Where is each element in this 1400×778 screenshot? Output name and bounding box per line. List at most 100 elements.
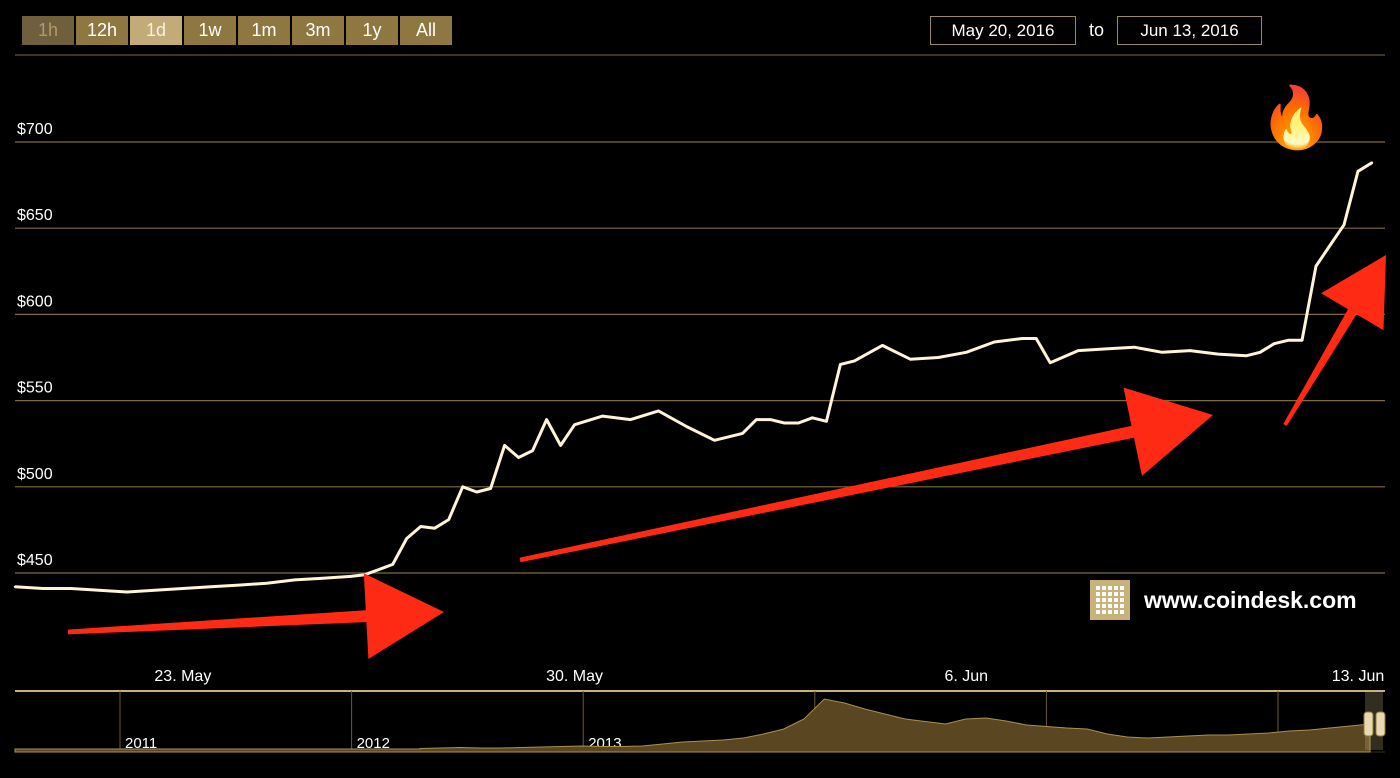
price-point [1300,339,1304,342]
price-point [1342,223,1346,226]
trend-arrow-3 [1283,255,1386,426]
price-point [1132,345,1136,349]
y-axis-labels: $450 $500 $550 $600 $650 $700 [17,121,53,569]
range-button-12h[interactable]: 12h [76,16,128,45]
price-point [1160,351,1164,354]
range-button-1m[interactable]: 1m [238,16,290,45]
trend-arrow-1 [67,573,445,659]
trend-arrow-2 [519,387,1213,563]
price-point [41,587,45,590]
price-point [1035,337,1038,340]
price-point [405,537,408,540]
range-button-3m[interactable]: 3m [292,16,344,45]
price-point [937,356,940,359]
navigator-left-handle[interactable] [1363,711,1374,737]
price-point [447,518,450,521]
logo-dot [1120,604,1124,608]
price-point [321,576,324,580]
logo-dot [1114,598,1118,602]
logo-dot [1096,604,1100,608]
date-to-input[interactable]: Jun 13, 2016 [1117,16,1262,45]
price-point [1272,342,1276,345]
price-point [181,587,185,590]
navigator[interactable]: 201120122013201420152016 [14,690,1386,753]
price-point [1244,354,1248,357]
logo-dot [1102,598,1106,602]
logo-dot [1102,604,1106,608]
y-tick-label: $550 [17,380,53,397]
price-point [1188,349,1192,352]
navigator-right-handle[interactable] [1375,711,1386,737]
price-point [881,344,884,347]
y-tick-label: $600 [17,293,53,310]
price-point [293,578,296,582]
logo-dot [1114,592,1118,596]
chart-toolbar: 1h 12h 1d 1w 1m 3m 1y All May 20, 2016 to Jun 1… [0,0,1400,55]
logo-dot [1102,586,1106,590]
price-point [209,585,213,588]
price-point [1356,170,1360,173]
y-tick-label: $450 [17,552,53,569]
x-tick-label: 30. May [546,668,603,685]
price-point [545,418,548,421]
price-point [741,432,744,435]
logo-dot [1120,586,1124,590]
price-point [97,589,101,592]
price-point [531,449,534,452]
navigator-area [14,698,1371,753]
logo-dot [1114,610,1118,614]
date-from-input[interactable]: May 20, 2016 [930,16,1076,45]
watermark-text: www.coindesk.com [1144,586,1357,613]
price-point [1370,161,1374,164]
price-point [349,575,352,578]
price-line [14,161,1373,594]
price-point [559,444,562,447]
price-point [419,525,422,528]
logo-dot [1102,592,1106,596]
y-tick-label: $700 [17,121,53,138]
navigator-year-label: 2011 [125,735,157,752]
range-button-1y[interactable]: 1y [346,16,398,45]
logo-dot [1108,604,1112,608]
price-point [1077,349,1080,352]
fire-icon: 🔥 [1259,84,1334,151]
price-point [993,340,996,344]
date-to-label: to [1089,20,1105,40]
price-point [1314,264,1318,268]
navigator-year-label: 2012 [357,735,390,752]
x-tick-label: 13. Jun [1332,668,1384,685]
logo-dot [1120,592,1124,596]
price-point [153,589,157,592]
logo-dot [1108,610,1112,614]
range-button-1h[interactable]: 1h [22,16,74,45]
price-point [657,409,660,413]
logo-dot [1108,598,1112,602]
price-point [811,416,814,420]
price-point [1049,361,1052,364]
zoom-range-buttons: 1h 12h 1d 1w 1m 3m 1y All [22,16,452,45]
logo-dot [1108,592,1112,596]
price-point [601,414,604,418]
coindesk-watermark: www.coindesk.com [1090,580,1357,620]
price-point [265,582,269,585]
price-point [1258,351,1262,354]
range-button-1w[interactable]: 1w [184,16,236,45]
x-tick-label: 6. Jun [944,668,988,685]
range-button-1d[interactable]: 1d [130,16,182,45]
logo-dot [1108,586,1112,590]
price-point [755,418,758,421]
price-point [965,351,968,354]
price-point [713,439,716,442]
price-point [629,418,632,421]
price-point [1216,352,1220,356]
price-point [1021,337,1024,340]
price-point [237,583,241,587]
price-point [573,423,576,426]
logo-dot [1096,592,1100,596]
price-point [1328,244,1332,247]
y-tick-label: $500 [17,466,53,483]
price-point [377,568,380,571]
logo-dot [1120,598,1124,602]
range-button-all[interactable]: All [400,16,452,45]
